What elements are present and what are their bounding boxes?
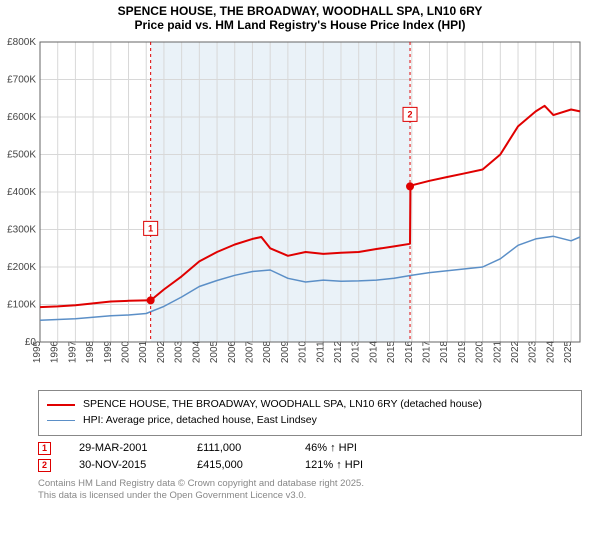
svg-text:1997: 1997 bbox=[67, 340, 78, 363]
svg-text:2023: 2023 bbox=[528, 340, 539, 363]
sale-pct: 46% ↑ HPI bbox=[305, 442, 357, 454]
svg-text:£600K: £600K bbox=[7, 112, 36, 123]
svg-text:2002: 2002 bbox=[156, 340, 167, 363]
sale-row: 2 30-NOV-2015 £415,000 121% ↑ HPI bbox=[38, 457, 582, 474]
svg-text:2022: 2022 bbox=[510, 340, 521, 363]
svg-text:2006: 2006 bbox=[227, 340, 238, 363]
svg-text:2004: 2004 bbox=[191, 340, 202, 363]
sale-date: 29-MAR-2001 bbox=[79, 442, 169, 454]
svg-text:2014: 2014 bbox=[368, 340, 379, 363]
svg-text:2021: 2021 bbox=[492, 340, 503, 363]
sale-date: 30-NOV-2015 bbox=[79, 459, 169, 471]
chart-title-line2: Price paid vs. HM Land Registry's House … bbox=[0, 18, 600, 32]
svg-text:2008: 2008 bbox=[262, 340, 273, 363]
svg-text:1: 1 bbox=[148, 223, 153, 233]
legend-item: HPI: Average price, detached house, East… bbox=[47, 413, 573, 429]
sale-marker-icon: 2 bbox=[38, 459, 51, 472]
svg-text:2024: 2024 bbox=[545, 340, 556, 363]
sale-row: 1 29-MAR-2001 £111,000 46% ↑ HPI bbox=[38, 440, 582, 457]
svg-text:£800K: £800K bbox=[7, 37, 36, 48]
svg-text:1995: 1995 bbox=[32, 340, 43, 363]
svg-text:£200K: £200K bbox=[7, 262, 36, 273]
svg-text:2: 2 bbox=[408, 109, 413, 119]
chart-title-line1: SPENCE HOUSE, THE BROADWAY, WOODHALL SPA… bbox=[0, 4, 600, 18]
svg-text:2000: 2000 bbox=[121, 340, 132, 363]
legend-item: SPENCE HOUSE, THE BROADWAY, WOODHALL SPA… bbox=[47, 397, 573, 413]
svg-text:2009: 2009 bbox=[280, 340, 291, 363]
svg-text:2011: 2011 bbox=[315, 341, 326, 363]
svg-text:2005: 2005 bbox=[209, 340, 220, 363]
svg-text:2025: 2025 bbox=[563, 340, 574, 363]
sales-table: 1 29-MAR-2001 £111,000 46% ↑ HPI 2 30-NO… bbox=[38, 440, 582, 474]
svg-text:1998: 1998 bbox=[85, 340, 96, 363]
sale-marker-icon: 1 bbox=[38, 442, 51, 455]
svg-text:£100K: £100K bbox=[7, 300, 36, 311]
legend: SPENCE HOUSE, THE BROADWAY, WOODHALL SPA… bbox=[38, 390, 582, 436]
svg-text:2001: 2001 bbox=[138, 340, 149, 363]
svg-text:2017: 2017 bbox=[422, 340, 433, 363]
svg-text:2003: 2003 bbox=[174, 340, 185, 363]
legend-swatch bbox=[47, 420, 75, 421]
svg-text:2020: 2020 bbox=[475, 340, 486, 363]
chart-title-block: SPENCE HOUSE, THE BROADWAY, WOODHALL SPA… bbox=[0, 0, 600, 34]
footer-line2: This data is licensed under the Open Gov… bbox=[38, 490, 582, 502]
svg-text:2013: 2013 bbox=[351, 340, 362, 363]
sale-pct: 121% ↑ HPI bbox=[305, 459, 363, 471]
svg-text:2019: 2019 bbox=[457, 340, 468, 363]
svg-text:1996: 1996 bbox=[50, 340, 61, 363]
chart-area: £0£100K£200K£300K£400K£500K£600K£700K£80… bbox=[0, 34, 600, 384]
svg-text:£500K: £500K bbox=[7, 150, 36, 161]
svg-text:1999: 1999 bbox=[103, 340, 114, 363]
sale-price: £415,000 bbox=[197, 459, 277, 471]
svg-text:2015: 2015 bbox=[386, 340, 397, 363]
svg-text:£400K: £400K bbox=[7, 187, 36, 198]
legend-label: HPI: Average price, detached house, East… bbox=[83, 413, 317, 429]
footer-line1: Contains HM Land Registry data © Crown c… bbox=[38, 478, 582, 490]
sale-price: £111,000 bbox=[197, 442, 277, 454]
svg-text:2007: 2007 bbox=[244, 340, 255, 363]
svg-text:£700K: £700K bbox=[7, 75, 36, 86]
svg-text:2012: 2012 bbox=[333, 340, 344, 363]
svg-text:2016: 2016 bbox=[404, 340, 415, 363]
svg-text:£300K: £300K bbox=[7, 225, 36, 236]
svg-text:2018: 2018 bbox=[439, 340, 450, 363]
footer-attribution: Contains HM Land Registry data © Crown c… bbox=[38, 478, 582, 503]
svg-text:2010: 2010 bbox=[298, 340, 309, 363]
legend-swatch bbox=[47, 404, 75, 406]
legend-label: SPENCE HOUSE, THE BROADWAY, WOODHALL SPA… bbox=[83, 397, 482, 413]
line-chart-svg: £0£100K£200K£300K£400K£500K£600K£700K£80… bbox=[0, 34, 600, 384]
